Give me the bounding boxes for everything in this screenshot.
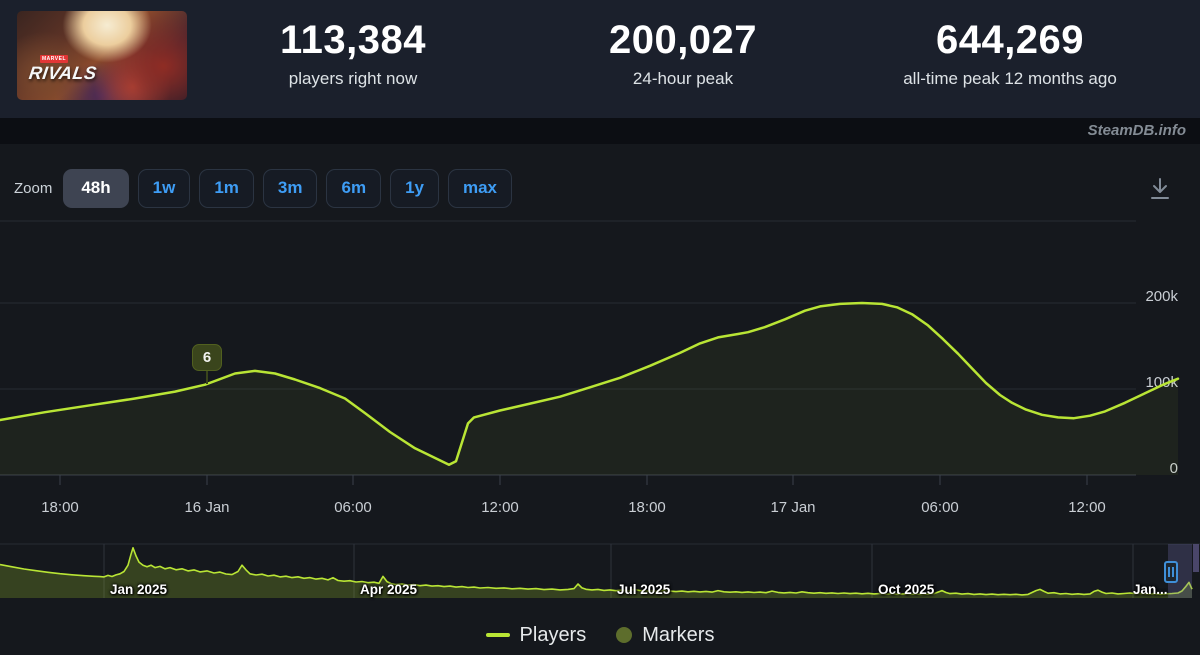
legend-item-players[interactable]: Players <box>486 624 587 647</box>
marker-stem <box>206 370 208 384</box>
x-axis-label-06:00: 06:00 <box>334 499 372 516</box>
legend-item-markers[interactable]: Markers <box>616 624 714 647</box>
navigator-area-fill <box>0 548 1192 598</box>
x-axis-label-18:00: 18:00 <box>628 499 666 516</box>
navigator-label-Oct-2025: Oct 2025 <box>878 582 934 597</box>
x-axis-label-18:00: 18:00 <box>41 499 79 516</box>
range-navigator-chart[interactable] <box>0 540 1200 600</box>
stat-alltime-peak: 644,269 all-time peak 12 months ago <box>903 18 1117 89</box>
download-icon[interactable] <box>1144 174 1176 204</box>
zoom-label: Zoom <box>14 180 52 197</box>
alltime-peak-value: 644,269 <box>903 18 1117 62</box>
peak-24h-label: 24-hour peak <box>609 69 757 89</box>
zoom-toolbar: Zoom 48h 1w 1m 3m 6m 1y max <box>14 168 521 208</box>
navigator-label-Jan-2025: Jan 2025 <box>110 582 167 597</box>
x-axis-label-16-Jan: 16 Jan <box>184 499 229 516</box>
game-capsule-image[interactable]: MARVEL RIVALS <box>17 11 187 100</box>
navigator-label-Apr-2025: Apr 2025 <box>360 582 417 597</box>
y-axis-label-200k: 200k <box>1145 288 1178 305</box>
navigator-right-handle-partial[interactable] <box>1193 544 1199 572</box>
zoom-range-max[interactable]: max <box>448 169 512 208</box>
zoom-range-1y[interactable]: 1y <box>390 169 439 208</box>
rivals-logo: RIVALS <box>28 63 99 84</box>
x-axis-label-06:00: 06:00 <box>921 499 959 516</box>
stat-24h-peak: 200,027 24-hour peak <box>609 18 757 89</box>
players-now-value: 113,384 <box>280 18 426 62</box>
players-line-swatch <box>486 633 510 637</box>
navigator-left-handle[interactable] <box>1164 561 1178 583</box>
zoom-range-48h[interactable]: 48h <box>63 169 128 208</box>
navigator-label-Jul-2025: Jul 2025 <box>617 582 670 597</box>
steamdb-watermark: SteamDB.info <box>1088 118 1186 143</box>
stat-players-now: 113,384 players right now <box>280 18 426 89</box>
legend-markers-label: Markers <box>642 624 714 647</box>
steamdb-chart-page: MARVEL RIVALS 113,384 players right now … <box>0 0 1200 655</box>
stats-header: MARVEL RIVALS 113,384 players right now … <box>0 0 1200 118</box>
chart-legend: Players Markers <box>0 618 1200 652</box>
players-now-label: players right now <box>280 69 426 89</box>
watermark-strip: SteamDB.info <box>0 118 1200 144</box>
markers-circle-swatch <box>616 627 632 643</box>
alltime-peak-label: all-time peak 12 months ago <box>903 69 1117 89</box>
zoom-range-6m[interactable]: 6m <box>326 169 381 208</box>
x-axis-label-12:00: 12:00 <box>1068 499 1106 516</box>
players-48h-chart[interactable]: 200k100k018:0016 Jan06:0012:0018:0017 Ja… <box>0 220 1200 520</box>
zoom-range-1m[interactable]: 1m <box>199 169 254 208</box>
zoom-range-1w[interactable]: 1w <box>138 169 191 208</box>
legend-players-label: Players <box>520 624 587 647</box>
marker-badge-6[interactable]: 6 <box>192 344 222 371</box>
marvel-logo: MARVEL <box>40 55 68 63</box>
peak-24h-value: 200,027 <box>609 18 757 62</box>
x-axis-label-12:00: 12:00 <box>481 499 519 516</box>
x-axis-label-17-Jan: 17 Jan <box>770 499 815 516</box>
navigator-label-Jan-: Jan... <box>1133 582 1168 597</box>
zoom-range-3m[interactable]: 3m <box>263 169 318 208</box>
